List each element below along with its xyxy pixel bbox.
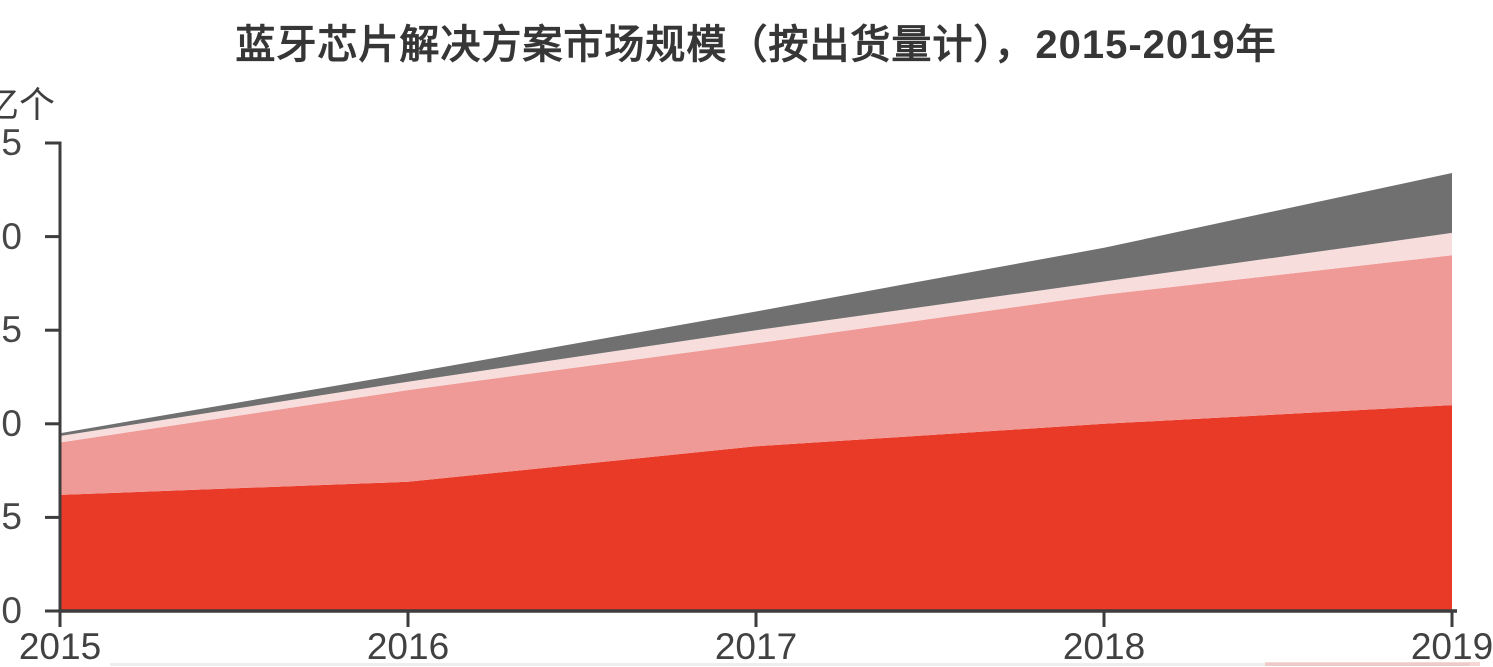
y-tick-label: 10: [0, 402, 22, 444]
x-tick-label: 2016: [366, 626, 450, 667]
y-axis-unit-label: 亿个: [0, 84, 55, 125]
area-series-4-top: [60, 173, 1452, 436]
area-series-1-bottom: [60, 405, 1452, 611]
y-tick-label: 0: [1, 590, 22, 631]
y-tick-label: 25: [0, 122, 22, 163]
x-tick-label: 2015: [18, 626, 102, 667]
chart-title: 蓝牙芯片解决方案市场规模（按出货量计），2015-2019年: [235, 23, 1277, 67]
x-tick-label: 2017: [714, 626, 798, 667]
y-tick-label: 5: [1, 496, 22, 538]
x-tick-label: 2018: [1062, 626, 1146, 667]
area-series-2: [60, 255, 1452, 495]
x-tick-label: 2019: [1410, 626, 1493, 667]
y-tick-label: 20: [0, 215, 22, 257]
area-series-3: [60, 232, 1452, 443]
y-tick-label: 15: [0, 309, 22, 351]
